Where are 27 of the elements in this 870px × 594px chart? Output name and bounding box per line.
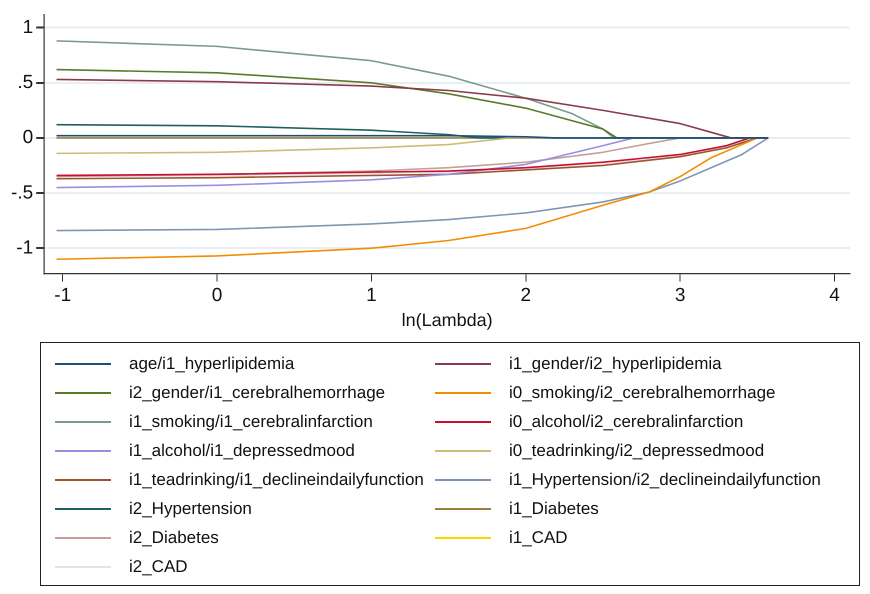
x-axis-title: ln(Lambda) [402,310,493,330]
legend-label: i1_teadrinking/i1_declineindailyfunction [129,470,424,490]
legend-label: i1_smoking/i1_cerebralinfarction [129,412,373,432]
x-tick-label: 2 [520,285,532,306]
legend-label: i1_Diabetes [509,498,599,518]
y-tick-label: -1 [16,237,34,258]
legend-label: i2_CAD [129,556,188,576]
legend-label: i2_gender/i1_cerebralhemorrhage [129,382,386,402]
legend-label: i2_Hypertension [129,498,252,518]
y-tick-label: .5 [17,72,34,94]
legend-label: i0_alcohol/i2_cerebralinfarction [509,412,744,432]
legend-label: i2_Diabetes [129,528,219,548]
y-tick-label: 1 [22,16,34,38]
x-tick-label: 4 [829,285,840,306]
legend-label: i0_teadrinking/i2_depressedmood [509,440,764,460]
legend-label: age/i1_hyperlipidemia [129,354,294,374]
legend-label: i1_CAD [509,528,568,548]
legend-label: i1_gender/i2_hyperlipidemia [509,354,722,374]
x-tick-label: 1 [366,285,377,306]
x-tick-label: -1 [54,285,72,306]
legend-label: i0_smoking/i2_cerebralhemorrhage [509,382,776,402]
x-tick-label: 3 [674,285,686,306]
legend-label: i1_Hypertension/i2_declineindailyfunction [509,470,821,490]
x-tick-label: 0 [212,285,222,306]
legend-label: i1_alcohol/i1_depressedmood [129,440,355,460]
y-tick-label: -.5 [10,182,34,204]
y-tick-label: 0 [22,127,34,148]
